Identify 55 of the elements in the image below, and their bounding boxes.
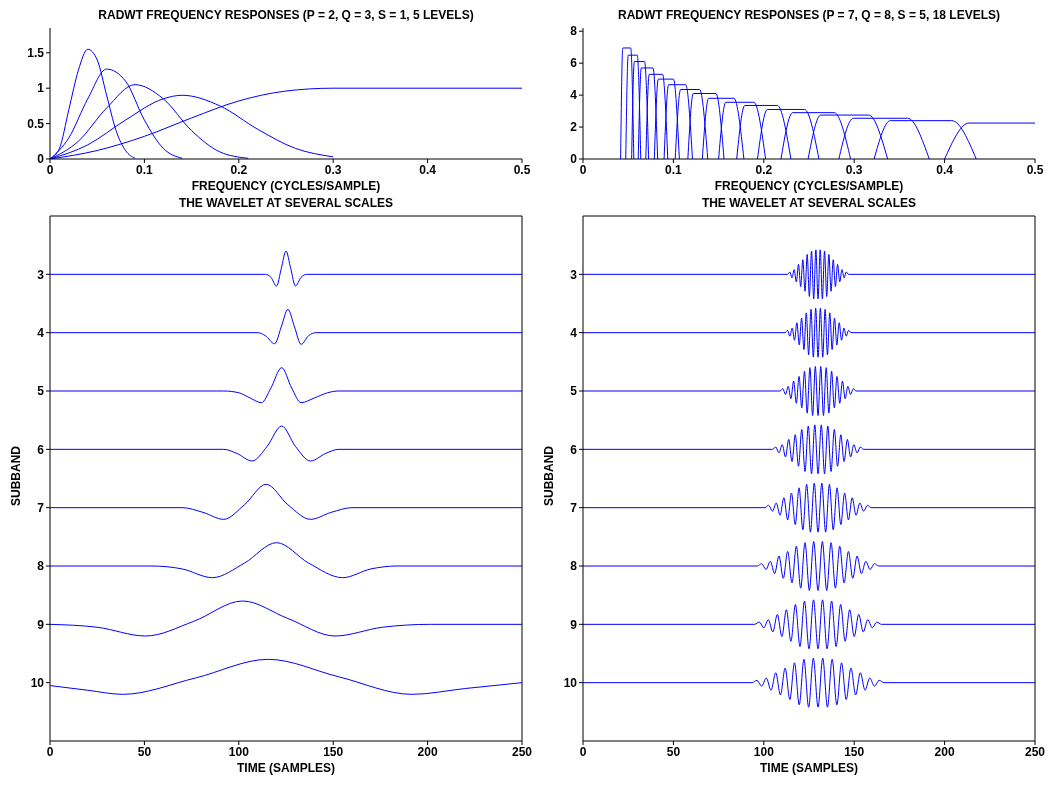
y-tick-label: 1.5 (27, 46, 45, 61)
y-tick-label: 5 (570, 384, 578, 399)
x-tick-label: 100 (753, 744, 775, 759)
y-tick-label: 4 (570, 325, 578, 340)
y-tick-label: 8 (570, 559, 578, 574)
y-tick-label: 3 (37, 267, 45, 282)
x-axis-title: FREQUENCY (CYCLES/SAMPLE) (190, 179, 382, 194)
x-tick-label: 0.3 (324, 162, 342, 177)
y-tick-label: 2 (570, 120, 578, 135)
y-tick-label: 4 (37, 325, 45, 340)
y-tick-label: 5 (37, 384, 45, 399)
y-axis-title: SUBBAND (541, 445, 557, 506)
x-axis-title: TIME (SAMPLES) (236, 761, 336, 776)
x-tick-label: 200 (934, 744, 955, 759)
x-tick-label: 0.2 (755, 162, 773, 177)
x-tick-label: 250 (1024, 744, 1046, 759)
y-tick-label: 8 (570, 24, 578, 39)
x-tick-label: 50 (666, 744, 681, 759)
x-tick-label: 50 (137, 744, 152, 759)
x-tick-label: 0.1 (136, 162, 154, 177)
y-tick-label: 7 (570, 500, 578, 515)
x-tick-label: 0.3 (845, 162, 863, 177)
x-axis-title: TIME (SAMPLES) (759, 761, 859, 776)
y-tick-label: 7 (37, 500, 45, 515)
x-tick-label: 0.5 (513, 162, 531, 177)
chart-title: THE WAVELET AT SEVERAL SCALES (177, 196, 395, 212)
x-tick-label: 100 (228, 744, 250, 759)
y-tick-label: 6 (570, 56, 578, 71)
y-tick-label: 0 (37, 152, 45, 167)
y-tick-label: 0 (570, 152, 578, 167)
y-tick-label: 9 (37, 617, 45, 632)
y-tick-label: 10 (563, 675, 578, 690)
y-tick-label: 0.5 (27, 116, 45, 131)
x-tick-label: 250 (511, 744, 533, 759)
x-tick-label: 150 (323, 744, 344, 759)
x-tick-label: 0.2 (230, 162, 248, 177)
y-tick-label: 8 (37, 559, 45, 574)
y-tick-label: 3 (570, 267, 578, 282)
y-tick-label: 9 (570, 617, 578, 632)
x-tick-label: 0.4 (936, 162, 954, 177)
y-axis-title: SUBBAND (8, 445, 24, 506)
y-tick-label: 1 (37, 81, 45, 96)
chart-title: RADWT FREQUENCY RESPONSES (P = 7, Q = 8, S = 5, 18 LEVELS) (617, 8, 1001, 24)
y-tick-label: 6 (570, 442, 578, 457)
x-tick-label: 0.5 (1026, 162, 1044, 177)
x-tick-label: 200 (417, 744, 438, 759)
y-tick-label: 6 (37, 442, 45, 457)
y-tick-label: 10 (30, 675, 45, 690)
x-tick-label: 0.4 (419, 162, 437, 177)
x-tick-label: 150 (844, 744, 865, 759)
x-axis-title: FREQUENCY (CYCLES/SAMPLE) (713, 179, 905, 194)
x-tick-label: 0.1 (665, 162, 683, 177)
chart-title: RADWT FREQUENCY RESPONSES (P = 2, Q = 3, S = 1, 5 LEVELS) (97, 8, 475, 24)
chart-title: THE WAVELET AT SEVERAL SCALES (700, 196, 918, 212)
y-tick-label: 4 (570, 88, 578, 103)
